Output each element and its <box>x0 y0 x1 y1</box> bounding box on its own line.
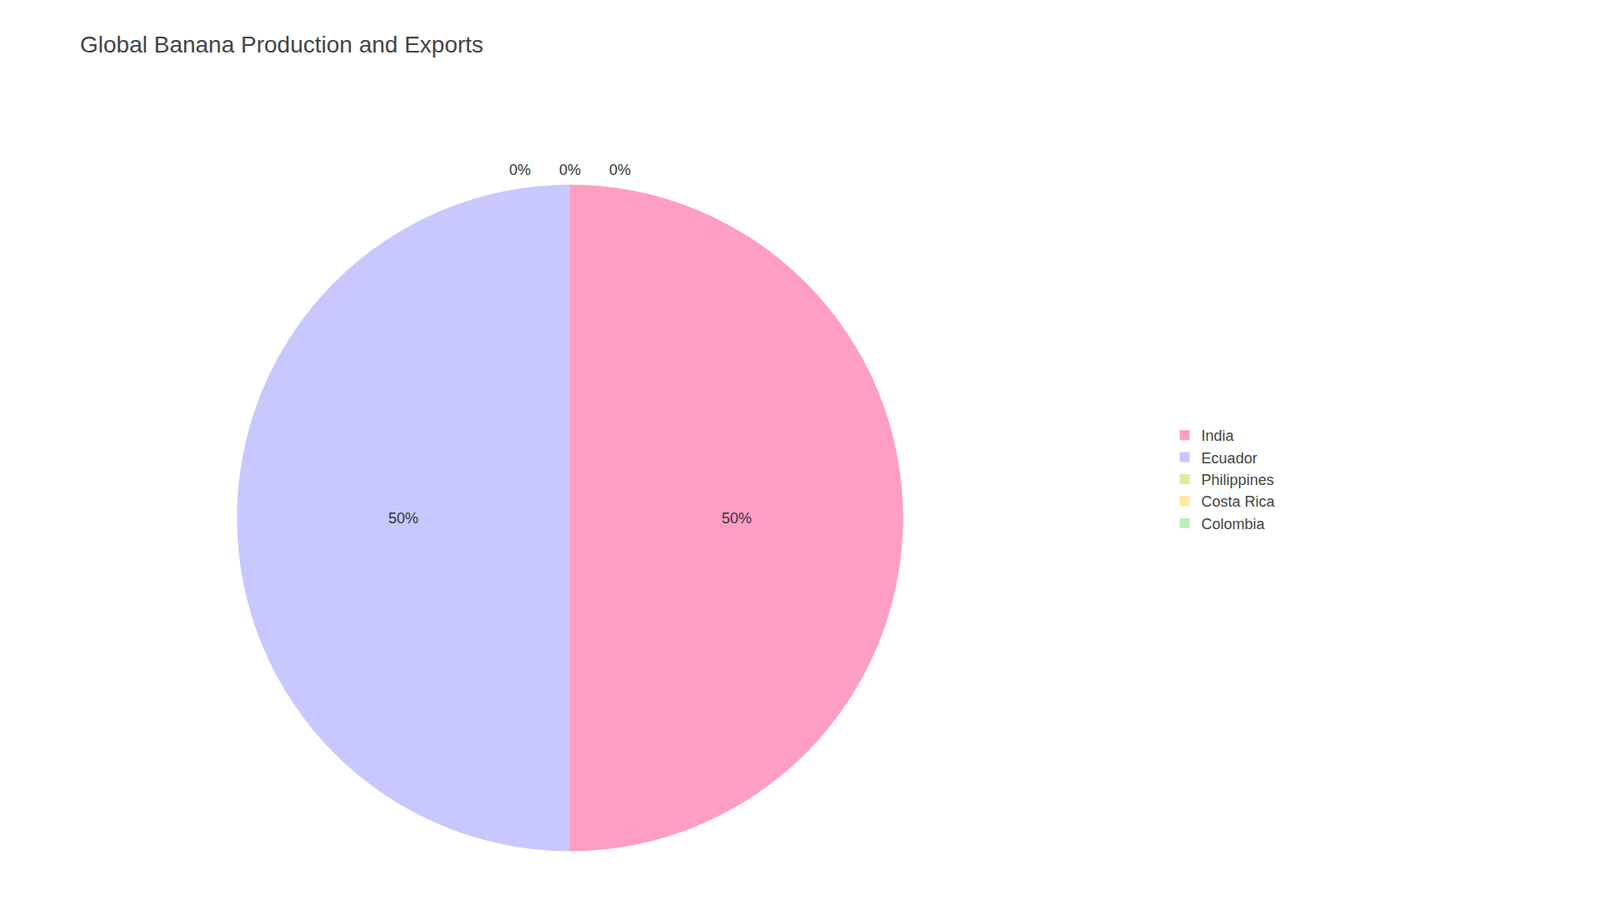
svg-text:Global Banana Production and E: Global Banana Production and Exports <box>80 31 484 58</box>
svg-text:50%: 50% <box>388 510 419 527</box>
svg-text:India: India <box>1201 427 1235 445</box>
svg-text:Costa Rica: Costa Rica <box>1201 493 1276 510</box>
svg-text:Philippines: Philippines <box>1201 471 1275 489</box>
svg-text:50%: 50% <box>721 510 752 527</box>
svg-text:Ecuador: Ecuador <box>1201 450 1258 467</box>
svg-text:0%: 0% <box>609 161 631 179</box>
svg-text:Colombia: Colombia <box>1201 515 1266 533</box>
svg-text:0%: 0% <box>509 161 531 179</box>
svg-text:0%: 0% <box>559 161 581 179</box>
